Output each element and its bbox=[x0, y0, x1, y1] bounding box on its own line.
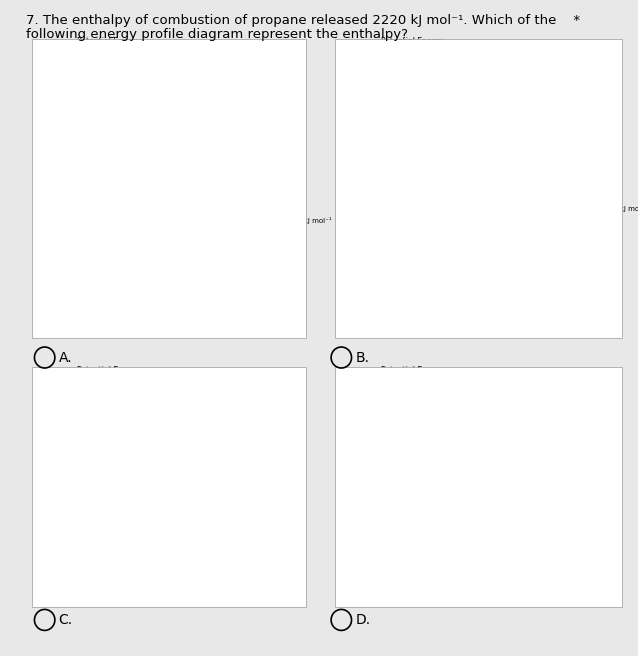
Text: ΔH = -2220 kJ mol⁻¹: ΔH = -2220 kJ mol⁻¹ bbox=[386, 496, 457, 502]
Text: Potential Energy
(kJ mol⁻¹): Potential Energy (kJ mol⁻¹) bbox=[77, 365, 140, 385]
Text: ΔH = -2220 kJ mol⁻¹: ΔH = -2220 kJ mol⁻¹ bbox=[577, 205, 638, 211]
Text: Eₐ: Eₐ bbox=[187, 454, 196, 463]
Text: C₃H₈(g) + 5O₂(g): C₃H₈(g) + 5O₂(g) bbox=[77, 163, 135, 170]
Text: A.: A. bbox=[59, 350, 72, 365]
Text: C₃H₈(g) + 5O₂(g): C₃H₈(g) + 5O₂(g) bbox=[72, 489, 130, 495]
Text: Eₐ: Eₐ bbox=[497, 163, 505, 172]
Text: 3CO₂(g) + 4H₂O(l): 3CO₂(g) + 4H₂O(l) bbox=[541, 525, 604, 532]
Text: Potential Energy
(kJ mol⁻¹): Potential Energy (kJ mol⁻¹) bbox=[381, 37, 444, 56]
Text: D.: D. bbox=[355, 613, 371, 627]
Text: 7. The enthalpy of combustion of propane released 2220 kJ mol⁻¹. Which of the   : 7. The enthalpy of combustion of propane… bbox=[26, 14, 580, 28]
Text: Reaction progress: Reaction progress bbox=[219, 321, 288, 331]
Text: C₃H₈(g) + 5O₂(g): C₃H₈(g) + 5O₂(g) bbox=[377, 219, 436, 226]
Text: Potential Energy
(kJ mol⁻¹): Potential Energy (kJ mol⁻¹) bbox=[381, 365, 444, 385]
Text: following energy profile diagram represent the enthalpy?: following energy profile diagram represe… bbox=[26, 28, 408, 41]
Text: 3CO₂(g) + 4H₂O(l): 3CO₂(g) + 4H₂O(l) bbox=[215, 247, 278, 253]
Text: Reaction progress: Reaction progress bbox=[219, 588, 288, 598]
Text: 3CO₂(g) + 4H₂O(l): 3CO₂(g) + 4H₂O(l) bbox=[220, 448, 283, 455]
Text: ΔH = -2220 kJ mol⁻¹: ΔH = -2220 kJ mol⁻¹ bbox=[261, 217, 332, 224]
Text: 3CO₂(g) + 4H₂O(l): 3CO₂(g) + 4H₂O(l) bbox=[533, 166, 596, 173]
Text: Reaction progress: Reaction progress bbox=[534, 588, 603, 598]
Text: Reaction progress: Reaction progress bbox=[534, 321, 603, 331]
Text: B.: B. bbox=[355, 350, 369, 365]
Text: C₃H₈(g) + 5O₂(g): C₃H₈(g) + 5O₂(g) bbox=[392, 446, 451, 453]
Text: Eₐ: Eₐ bbox=[187, 132, 196, 140]
Text: Potential Energy
(kJ mol⁻¹): Potential Energy (kJ mol⁻¹) bbox=[77, 37, 140, 56]
Text: ΔH = -2220 kJ mol⁻¹: ΔH = -2220 kJ mol⁻¹ bbox=[184, 488, 254, 495]
Text: Eₐ: Eₐ bbox=[516, 433, 524, 442]
Text: C.: C. bbox=[59, 613, 73, 627]
